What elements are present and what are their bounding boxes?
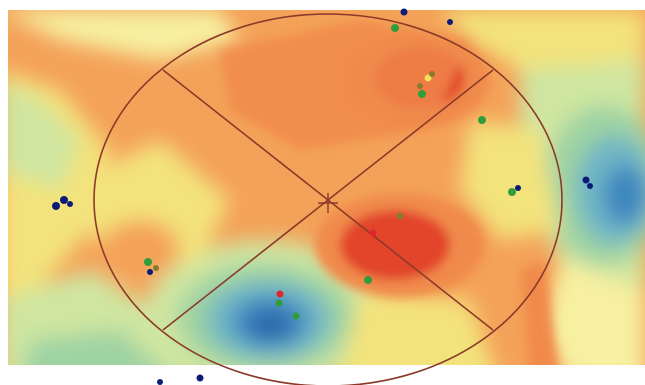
band-left-green: [8, 84, 80, 190]
point-navy[interactable]: [157, 379, 163, 385]
point-red[interactable]: [276, 290, 284, 298]
point-green[interactable]: [292, 312, 300, 320]
point-green[interactable]: [508, 188, 516, 196]
point-navy[interactable]: [515, 185, 521, 191]
band-top-right-yellow: [440, 10, 645, 70]
point-green[interactable]: [391, 24, 399, 32]
point-green[interactable]: [275, 299, 283, 307]
points-layer: [52, 8, 593, 385]
band-bottom-center-deep-blue: [250, 311, 290, 339]
point-navy[interactable]: [196, 374, 204, 382]
band-right-mid-yellow: [460, 120, 560, 240]
std-ellipse: [93, 13, 563, 385]
band-left-mid-orange: [100, 220, 180, 280]
band-top-left-pale: [8, 10, 240, 60]
point-olive[interactable]: [396, 212, 404, 220]
point-red[interactable]: [369, 229, 377, 237]
point-olive[interactable]: [153, 265, 159, 271]
point-yellow[interactable]: [424, 74, 432, 82]
point-olive[interactable]: [417, 83, 423, 89]
ellipse-overlay: [93, 13, 563, 385]
density-surface: [8, 10, 645, 365]
band-lower-right-pale: [540, 260, 645, 365]
point-green[interactable]: [418, 90, 426, 98]
band-right-deep-blue: [603, 165, 645, 225]
point-olive[interactable]: [429, 71, 435, 77]
point-navy[interactable]: [52, 202, 60, 210]
band-bottom-mid-yellow: [344, 290, 493, 365]
point-green[interactable]: [478, 116, 486, 124]
point-navy[interactable]: [400, 8, 408, 16]
band-top-mid-warm: [220, 20, 470, 150]
point-navy[interactable]: [60, 196, 68, 204]
band-bottom-left-teal: [24, 330, 159, 365]
point-navy[interactable]: [147, 269, 153, 275]
crosshair-icon: [318, 193, 338, 213]
point-navy[interactable]: [67, 201, 73, 207]
point-navy[interactable]: [587, 183, 593, 189]
point-navy[interactable]: [447, 19, 453, 25]
point-green[interactable]: [364, 276, 372, 284]
hotspot-center-hot: [340, 210, 450, 280]
streak-lower-right: [520, 260, 558, 365]
point-green[interactable]: [144, 258, 152, 266]
point-navy[interactable]: [582, 176, 590, 184]
